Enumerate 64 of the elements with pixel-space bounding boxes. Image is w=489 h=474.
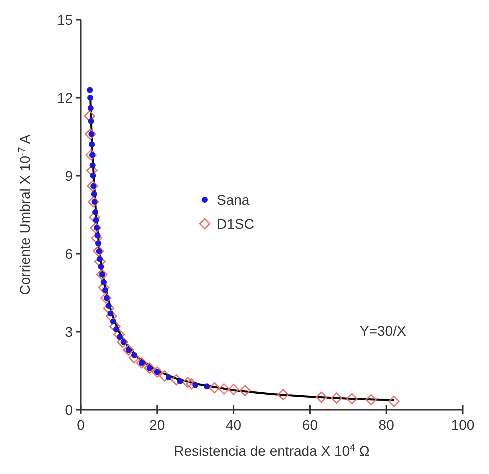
point — [136, 358, 148, 369]
point — [331, 392, 343, 404]
legend-label: D1SC — [217, 216, 254, 232]
y-tick-label: 6 — [65, 246, 74, 262]
point — [204, 384, 210, 390]
point — [316, 392, 328, 404]
point — [117, 336, 129, 348]
point — [170, 374, 182, 386]
x-tick-label: 0 — [77, 417, 86, 433]
point — [88, 105, 94, 112]
point — [96, 240, 102, 247]
point — [152, 366, 164, 378]
y-tick-label: 15 — [57, 12, 74, 28]
point — [166, 374, 172, 380]
point — [90, 173, 96, 179]
point — [90, 162, 96, 169]
point — [192, 382, 199, 388]
point — [98, 264, 104, 270]
point — [186, 378, 198, 390]
y-tick-label: 0 — [65, 402, 74, 418]
point — [228, 384, 240, 396]
x-axis-title: Resistencia de entrada X 10$^{4}$ Ω — [174, 442, 370, 459]
point — [88, 196, 100, 208]
x-tick-label: 40 — [226, 417, 242, 433]
y-tick-label: 3 — [65, 324, 74, 340]
point — [90, 222, 102, 234]
point — [88, 95, 94, 101]
point — [88, 118, 94, 124]
point — [240, 385, 251, 397]
point — [346, 393, 358, 405]
point — [123, 344, 134, 356]
point — [159, 370, 171, 382]
x-tick-label: 100 — [451, 417, 475, 433]
x-tick-label: 20 — [150, 417, 166, 433]
point — [278, 389, 290, 401]
point — [209, 382, 220, 394]
x-tick-label: 80 — [378, 417, 395, 433]
point — [87, 87, 94, 94]
point — [110, 321, 122, 332]
point — [86, 165, 98, 176]
point — [92, 209, 99, 216]
point — [84, 128, 96, 140]
point — [144, 362, 156, 374]
point — [87, 180, 98, 192]
point — [177, 378, 184, 384]
point — [366, 394, 377, 406]
point — [84, 110, 96, 122]
legend-label: Sana — [217, 192, 250, 208]
point — [182, 377, 194, 388]
point — [100, 292, 112, 304]
point — [100, 280, 107, 286]
point — [96, 269, 108, 280]
point — [89, 142, 96, 148]
point — [218, 384, 230, 395]
point — [114, 328, 125, 340]
point — [92, 246, 104, 258]
y-tick-label: 12 — [57, 90, 74, 106]
y-tick-label: 9 — [65, 168, 74, 184]
point — [91, 191, 98, 198]
point — [388, 396, 400, 408]
point — [110, 318, 116, 325]
annotation: Y=30/X — [360, 323, 407, 339]
point — [86, 150, 97, 161]
x-tick-label: 60 — [302, 417, 318, 433]
